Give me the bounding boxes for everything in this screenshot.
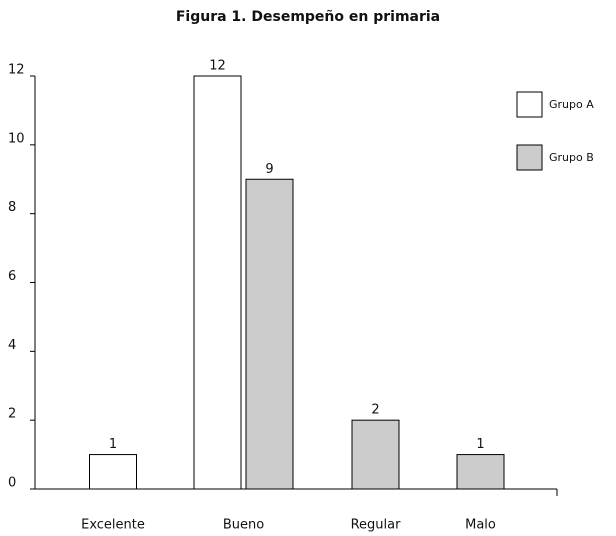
y-tick-label: 12	[8, 63, 25, 78]
data-label: 12	[209, 59, 226, 74]
data-label: 1	[109, 437, 117, 452]
x-tick-label: Regular	[351, 518, 402, 533]
bar	[89, 454, 137, 490]
legend-swatch	[516, 144, 543, 171]
y-tick-label: 8	[8, 200, 16, 215]
bar	[456, 454, 505, 490]
y-tick-label: 10	[8, 131, 25, 146]
x-tick-label: Malo	[465, 518, 496, 533]
legend-label: Grupo B	[549, 151, 594, 164]
data-label: 9	[265, 162, 273, 177]
bar	[245, 178, 294, 490]
data-label: 2	[371, 403, 379, 418]
y-tick-label: 2	[8, 407, 16, 422]
y-tick-label: 6	[8, 269, 16, 284]
x-tick-label: Excelente	[81, 518, 145, 533]
bar	[351, 419, 400, 490]
y-tick-label: 0	[8, 476, 16, 491]
legend-swatch	[516, 91, 543, 118]
chart-title: Figura 1. Desempeño en primaria	[176, 9, 440, 25]
bar	[193, 75, 242, 490]
legend-label: Grupo A	[549, 98, 594, 111]
y-tick-label: 4	[8, 338, 16, 353]
data-label: 1	[476, 437, 484, 452]
x-tick-label: Bueno	[223, 518, 264, 533]
